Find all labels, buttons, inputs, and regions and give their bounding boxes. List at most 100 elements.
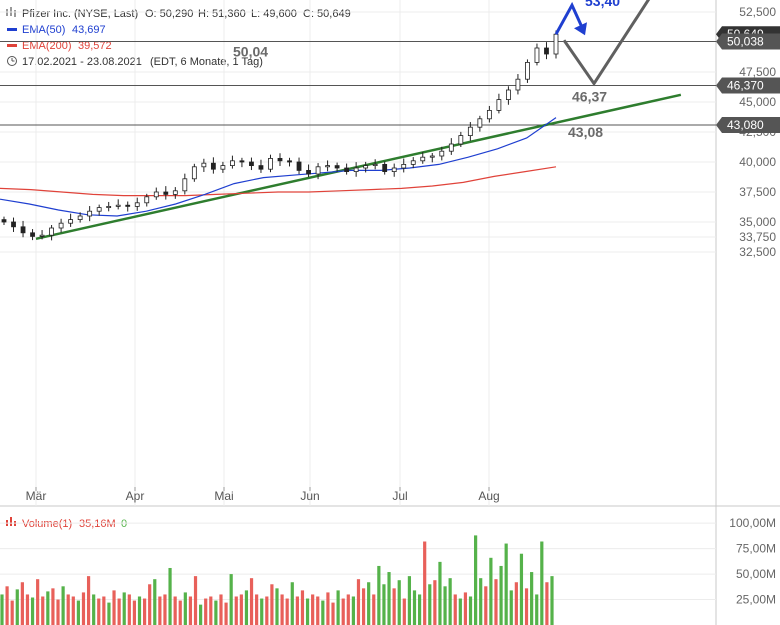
candle-body — [191, 166, 197, 180]
volume-tick-label: 25,00M — [736, 593, 776, 607]
candle-body — [87, 210, 93, 217]
volume-bar — [260, 598, 264, 625]
volume-bar — [0, 594, 4, 625]
date-range: 17.02.2021 - 23.08.2021 — [22, 56, 142, 68]
volume-bar — [484, 586, 488, 625]
moving-averages — [0, 117, 557, 217]
volume-bar — [372, 594, 376, 625]
projection-arrows: 53,40 — [554, 0, 651, 87]
ohlc-low: L: 49,600 — [251, 8, 297, 20]
candle-body — [96, 207, 102, 212]
volume-tick-label: 50,00M — [736, 567, 776, 581]
volume-bar — [81, 592, 86, 625]
level-label: 43,08 — [568, 124, 603, 140]
volume-value: 35,16M — [79, 518, 116, 530]
ema50-value: 43,697 — [72, 24, 106, 36]
time-axis: Mär Apr Mai Jun Jul Aug — [26, 487, 500, 503]
volume-bar — [504, 543, 508, 625]
month-label: Jul — [392, 489, 407, 503]
volume-bar — [474, 535, 478, 625]
candle-body — [230, 160, 235, 167]
volume-bar — [438, 561, 442, 625]
candle-body — [30, 232, 35, 237]
volume-bar — [51, 588, 55, 625]
candle-body — [515, 78, 521, 91]
volume-bar — [142, 598, 147, 625]
volume-bar — [367, 582, 371, 625]
candle-body — [525, 62, 530, 80]
ema50-line — [0, 117, 557, 217]
volume-bar — [397, 580, 401, 625]
volume-bar — [509, 590, 513, 625]
candle-body — [534, 47, 540, 63]
month-label: Mär — [26, 489, 47, 503]
volume-bar — [188, 596, 193, 625]
level-axis-tag — [716, 117, 780, 134]
volume-bar — [540, 541, 544, 625]
volume-bar — [275, 588, 279, 625]
candle-body — [115, 204, 121, 207]
candle-body — [382, 163, 388, 172]
candle-body — [458, 135, 464, 145]
candle-body — [220, 165, 226, 170]
month-label: Mai — [214, 489, 233, 503]
volume-bar — [204, 598, 208, 625]
candle-body — [410, 160, 416, 165]
volume-bar — [402, 598, 406, 625]
candle-body — [134, 202, 140, 207]
candle-body — [429, 155, 435, 158]
horizontal-levels: 50,04 46,37 43,08 — [0, 41, 716, 140]
level-axis-tag-label: 46,370 — [727, 79, 764, 93]
candle-body — [210, 162, 216, 170]
volume-bar — [463, 592, 468, 625]
range-info: (EDT, 6 Monate, 1 Tag) — [150, 56, 263, 68]
ema50-label: EMA(50) — [22, 24, 65, 36]
volume-bar — [270, 584, 274, 625]
candle-body — [420, 156, 426, 162]
volume-bar — [326, 592, 330, 625]
target-arrow-line — [554, 1, 584, 35]
volume-bar — [239, 594, 243, 625]
volume-bar — [112, 590, 116, 625]
volume-bar — [168, 567, 172, 625]
volume-bar — [417, 594, 422, 625]
level-axis-tag — [716, 33, 780, 50]
ema50-swatch — [7, 28, 17, 31]
volume-bar — [535, 594, 539, 625]
volume-bar — [428, 584, 432, 625]
ema200-label: EMA(200) — [22, 40, 72, 52]
candle-body — [77, 215, 83, 220]
volume-bar — [30, 597, 35, 625]
candle-body — [486, 110, 492, 120]
target-arrowhead — [574, 22, 587, 36]
volume-bar — [382, 584, 386, 625]
volume-bar — [92, 594, 96, 625]
volume-bar — [356, 579, 361, 625]
volume-bar — [489, 557, 493, 625]
candle-body — [363, 165, 369, 169]
volume-bar — [61, 586, 65, 625]
volume-bar — [361, 588, 366, 625]
scenario-arrow-line — [562, 0, 651, 87]
price-tick-label: 33,750 — [739, 230, 776, 244]
volume-bar — [102, 596, 106, 625]
volume-bar — [244, 590, 249, 625]
candle-body — [144, 196, 150, 204]
clock-icon — [7, 56, 17, 66]
volume-bar — [117, 598, 121, 625]
volume-bar — [15, 589, 19, 625]
candle-body — [496, 99, 502, 111]
volume-bar — [234, 596, 238, 625]
candle-body — [391, 167, 397, 172]
volume-label: Volume(1) — [22, 518, 72, 530]
volume-bar — [178, 600, 182, 625]
volume-bar — [407, 576, 412, 625]
volume-bar — [412, 590, 417, 625]
month-label: Jun — [300, 489, 319, 503]
volume-bar — [524, 588, 529, 625]
volume-bar — [20, 582, 24, 625]
symbol-title: Pfizer Inc. (NYSE, Last) — [22, 8, 138, 20]
volume-bar — [46, 591, 50, 625]
volume-bar — [448, 578, 452, 625]
